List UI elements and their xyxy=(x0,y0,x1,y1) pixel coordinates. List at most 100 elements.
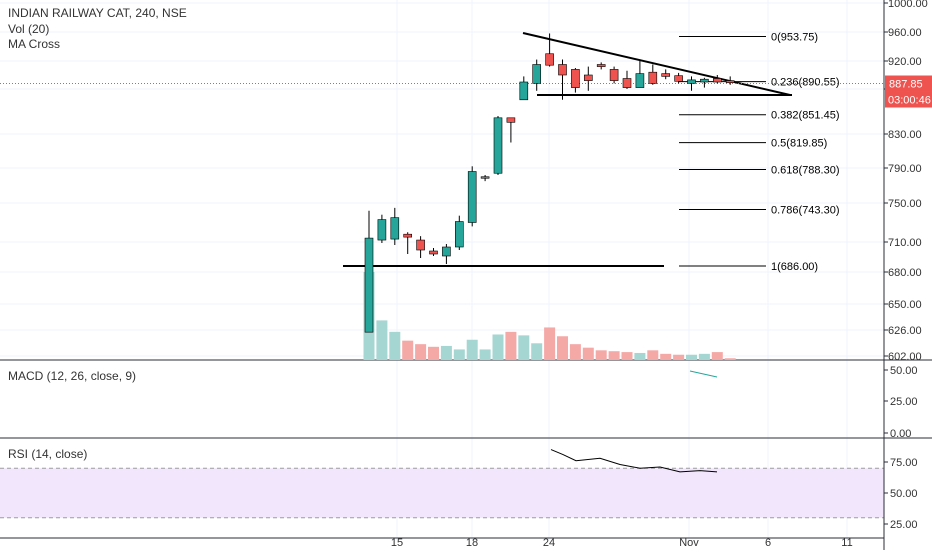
candle xyxy=(583,66,593,91)
candle-body xyxy=(674,75,683,82)
volume-bar xyxy=(660,353,672,360)
fib-level-label: 0.5(819.85) xyxy=(771,138,827,150)
candle-body xyxy=(390,217,400,240)
candle xyxy=(442,244,451,264)
price-axis[interactable]: 1000.00960.00920.00880.00830.00790.00750… xyxy=(884,0,932,531)
price-tick-label: 920.00 xyxy=(888,56,922,68)
price-tick-label: 1000.00 xyxy=(888,0,928,10)
candle xyxy=(674,72,683,84)
price-tick-label: 750.00 xyxy=(888,198,922,210)
volume-bar xyxy=(389,331,401,360)
volume-bar xyxy=(698,353,710,360)
fibonacci-levels[interactable]: 0(953.75) 0.236(890.55) 0.382(851.45) 0.5(8… xyxy=(679,32,840,273)
volume-bar xyxy=(673,354,685,360)
volume-bar xyxy=(544,327,556,360)
volume-bar xyxy=(479,349,491,360)
volume-bar xyxy=(686,354,697,360)
candle-body xyxy=(364,237,374,333)
ma-cross-indicator-label[interactable]: MA Cross xyxy=(8,37,61,51)
volume-bar xyxy=(440,345,452,360)
candle xyxy=(635,59,645,88)
candle xyxy=(661,69,671,80)
volume-bar xyxy=(402,340,414,360)
price-tick-label: 790.00 xyxy=(888,163,922,175)
candle xyxy=(416,236,425,258)
time-tick-label: 15 xyxy=(391,537,403,549)
volume-bar xyxy=(415,344,427,360)
volume-bar xyxy=(634,352,646,360)
candle xyxy=(545,33,554,67)
rsi-tick-label: 75.00 xyxy=(890,457,918,469)
candle xyxy=(687,76,696,91)
candle-body xyxy=(377,219,387,241)
candle-body xyxy=(506,117,516,123)
volume-bar xyxy=(531,343,543,360)
candle xyxy=(377,214,387,243)
macd-tick-label: 25.00 xyxy=(890,396,918,408)
volume-bar xyxy=(582,347,594,360)
candles xyxy=(364,33,735,333)
candle-body xyxy=(442,246,451,257)
candle xyxy=(519,76,529,101)
candle-body xyxy=(429,250,438,255)
candle-body xyxy=(583,74,593,81)
candle xyxy=(493,116,503,175)
indicator-lines xyxy=(550,370,718,473)
volume-bar xyxy=(428,346,439,360)
volume-bars xyxy=(363,272,736,360)
fib-level-label: 0.786(743.30) xyxy=(771,205,840,217)
price-tick-label: 680.00 xyxy=(888,267,922,279)
candle-body xyxy=(635,73,645,88)
candle xyxy=(648,64,658,85)
candle-body xyxy=(403,233,413,238)
candle-body xyxy=(661,73,671,77)
fib-level-label: 1(686.00) xyxy=(771,261,818,273)
volume-bar xyxy=(505,331,517,360)
candle xyxy=(571,68,580,93)
candle xyxy=(712,75,722,84)
macd-tick-label: 50.00 xyxy=(890,365,918,377)
price-tick-label: 626.00 xyxy=(888,325,922,337)
current-price-label: 887.85 xyxy=(889,79,923,91)
price-tick-label: 710.00 xyxy=(888,237,922,249)
candle xyxy=(609,66,619,84)
countdown-label: 03:00:46 xyxy=(888,95,931,107)
candle xyxy=(622,70,632,89)
volume-indicator-label[interactable]: Vol (20) xyxy=(8,22,50,36)
fib-level-label: 0(953.75) xyxy=(771,32,818,44)
candle-body xyxy=(467,171,477,223)
candle xyxy=(596,62,606,70)
price-tick-label: 602.00 xyxy=(888,351,922,363)
rsi-tick-label: 50.00 xyxy=(890,488,918,500)
time-axis[interactable]: 15 18 24 Nov 6 11 xyxy=(391,537,853,549)
candle xyxy=(390,207,400,245)
candle-body xyxy=(493,117,503,174)
trendline-drawings[interactable] xyxy=(0,32,884,267)
time-tick-label: 24 xyxy=(543,537,555,549)
volume-bar xyxy=(647,350,659,360)
rsi-tick-label: 25.00 xyxy=(890,519,918,531)
candle xyxy=(454,215,464,250)
volume-bar xyxy=(376,320,388,360)
candle xyxy=(700,77,709,88)
macd-indicator-label[interactable]: MACD (12, 26, close, 9) xyxy=(8,369,137,383)
countdown-tag xyxy=(885,91,932,108)
candle xyxy=(467,166,477,227)
candle-body xyxy=(622,78,632,88)
candle-body xyxy=(545,53,554,66)
candle xyxy=(532,59,542,91)
candle-body xyxy=(480,176,490,179)
candle-body xyxy=(700,78,709,83)
volume-bar xyxy=(466,339,478,360)
fib-level-label: 0.236(890.55) xyxy=(771,77,840,89)
fib-level-label: 0.382(851.45) xyxy=(771,110,840,122)
rsi-indicator-label[interactable]: RSI (14, close) xyxy=(8,447,88,461)
volume-bar xyxy=(492,334,504,360)
candle xyxy=(558,59,567,100)
candle-body xyxy=(687,79,696,84)
volume-bar xyxy=(608,351,620,360)
candle-body xyxy=(725,80,735,83)
symbol-title[interactable]: INDIAN RAILWAY CAT, 240, NSE xyxy=(8,6,187,20)
